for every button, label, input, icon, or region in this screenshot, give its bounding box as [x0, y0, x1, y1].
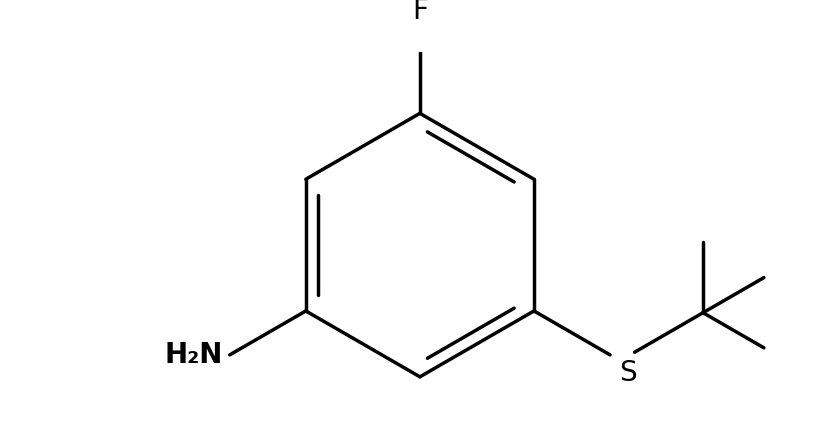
- Text: S: S: [618, 359, 636, 387]
- Text: F: F: [412, 0, 428, 25]
- Text: H₂N: H₂N: [164, 341, 223, 369]
